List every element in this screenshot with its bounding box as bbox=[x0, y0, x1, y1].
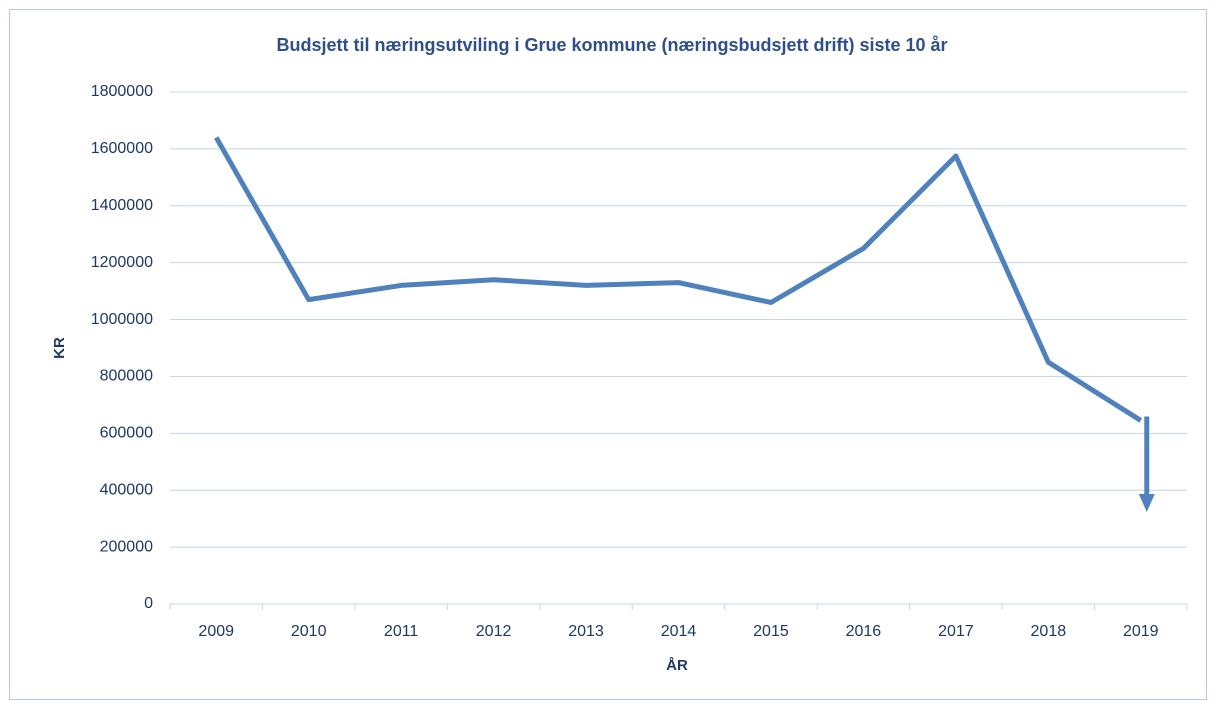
y-tick-label: 800000 bbox=[100, 368, 153, 385]
y-tick-label: 1200000 bbox=[91, 254, 153, 271]
x-tick-label: 2010 bbox=[291, 623, 327, 640]
y-tick-label: 200000 bbox=[100, 538, 153, 555]
x-tick-label: 2013 bbox=[568, 623, 604, 640]
y-tick-label: 400000 bbox=[100, 481, 153, 498]
chart-title: Budsjett til næringsutviling i Grue komm… bbox=[276, 35, 947, 55]
y-tick-label: 1000000 bbox=[91, 311, 153, 328]
x-tick-label: 2017 bbox=[938, 623, 974, 640]
x-tick-label: 2019 bbox=[1123, 623, 1159, 640]
chart-border bbox=[9, 9, 1207, 700]
y-tick-label: 0 bbox=[144, 595, 153, 612]
x-tick-label: 2011 bbox=[384, 623, 419, 640]
x-tick-label: 2016 bbox=[846, 623, 882, 640]
y-tick-label: 1400000 bbox=[91, 197, 153, 214]
annotation-arrow-head bbox=[1138, 494, 1155, 512]
y-tick-label: 1800000 bbox=[91, 83, 153, 100]
x-tick-label: 2014 bbox=[661, 623, 697, 640]
x-tick-label: 2009 bbox=[198, 623, 234, 640]
x-tick-label: 2015 bbox=[753, 623, 789, 640]
x-tick-label: 2018 bbox=[1031, 623, 1067, 640]
y-tick-label: 600000 bbox=[100, 425, 153, 442]
line-series bbox=[214, 136, 1143, 423]
x-tick-label: 2012 bbox=[476, 623, 512, 640]
x-axis-title: ÅR bbox=[666, 657, 688, 674]
y-axis-title: KR bbox=[51, 337, 68, 359]
y-tick-label: 1600000 bbox=[91, 140, 153, 157]
